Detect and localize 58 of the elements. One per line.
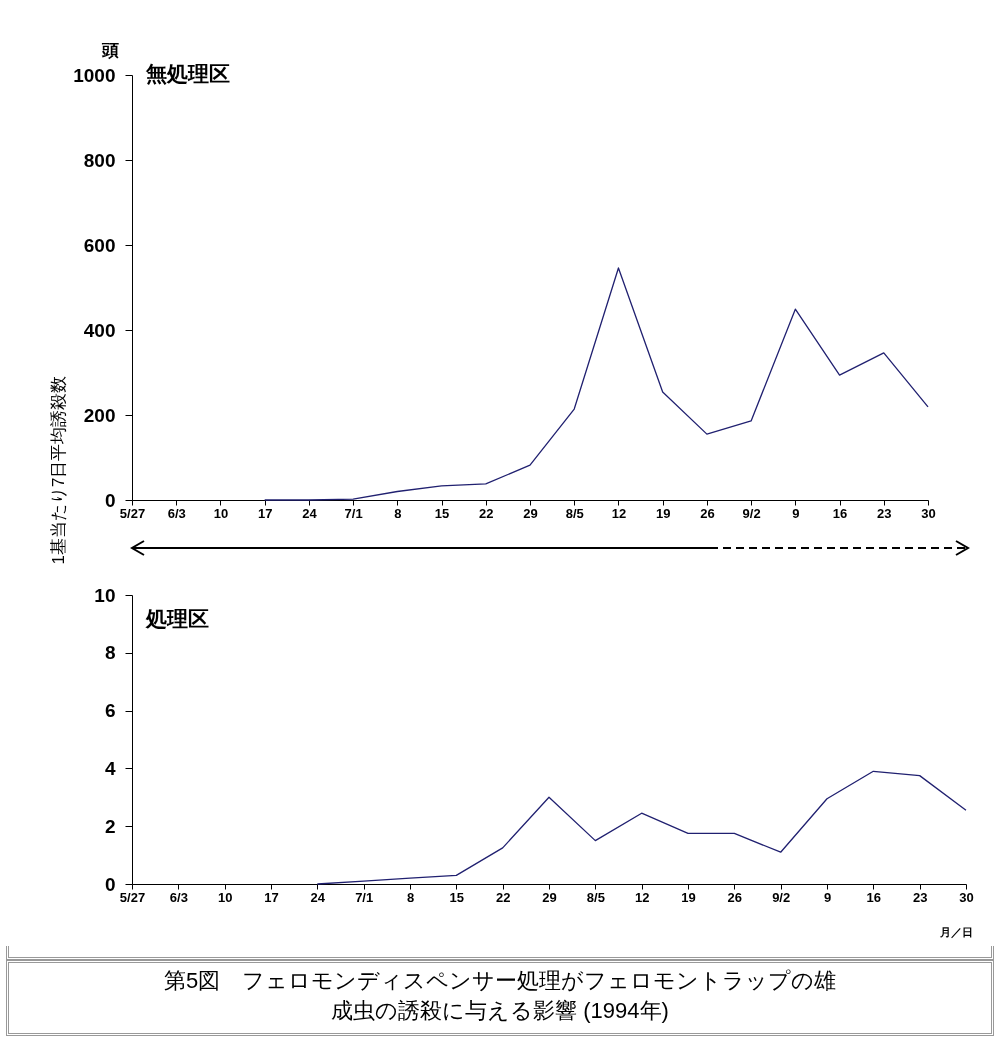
x-tick-label: 22	[479, 505, 494, 521]
x-tick-label: 5/27	[119, 889, 146, 905]
text: 頭	[100, 40, 119, 60]
y-tick-label: 600	[83, 234, 116, 256]
x-tick-label: 29	[542, 889, 557, 905]
y-tick-label: 4	[104, 757, 116, 779]
x-tick-label: 17	[257, 505, 273, 521]
text: 処理区	[145, 607, 209, 630]
x-tick-label: 9/2	[742, 505, 761, 521]
x-tick-label: 8/5	[565, 505, 584, 521]
y-tick-label: 8	[104, 642, 116, 664]
y-tick-label: 1000	[73, 64, 116, 86]
x-tick-label: 10	[213, 505, 229, 521]
text: 第5図 フェロモンディスペンサー処理がフェロモントラップの雄成虫の誘殺に与える影響 (1994年)	[162, 967, 838, 1025]
x-tick-label: 10	[217, 889, 233, 905]
y-tick-label: 10	[94, 584, 116, 606]
x-tick-label: 9	[823, 889, 832, 905]
x-tick-label: 6/3	[169, 889, 188, 905]
x-tick-label: 30	[921, 505, 936, 521]
y-tick-label: 0	[104, 873, 116, 895]
line-series	[264, 267, 929, 501]
x-tick-label: 24	[310, 889, 326, 905]
x-tick-label: 30	[959, 889, 974, 905]
y-tick-label: 0	[104, 489, 116, 511]
y-tick-label: 400	[83, 319, 116, 341]
x-tick-label: 8	[394, 505, 402, 521]
x-tick-label: 7/1	[344, 505, 363, 521]
line-series	[316, 770, 967, 885]
chart-title: 無処理区	[145, 62, 230, 85]
x-tick-label: 19	[655, 505, 671, 521]
x-tick-label: 6/3	[167, 505, 186, 521]
x-tick-label: 23	[912, 889, 928, 905]
x-tick-label: 9/2	[772, 889, 791, 905]
x-tick-label: 29	[523, 505, 538, 521]
x-tick-label: 7/1	[355, 889, 374, 905]
y-tick-label: 800	[83, 149, 116, 171]
y-tick-label: 2	[104, 815, 116, 837]
y-tick-label: 6	[104, 700, 116, 722]
y-tick-label: 200	[83, 404, 116, 426]
x-tick-label: 8/5	[586, 889, 605, 905]
x-tick-label: 12	[634, 889, 650, 905]
x-tick-label: 9	[792, 505, 800, 521]
x-tick-label: 26	[727, 889, 743, 905]
x-tick-label: 15	[449, 889, 465, 905]
x-tick-label: 22	[495, 889, 511, 905]
x-tick-label: 17	[264, 889, 279, 905]
x-tick-label: 15	[434, 505, 450, 521]
x-tick-label: 19	[681, 889, 696, 905]
x-tick-label: 16	[866, 889, 882, 905]
x-tick-label: 26	[700, 505, 715, 521]
x-tick-label: 16	[832, 505, 848, 521]
x-axis-title: 月／日	[938, 925, 973, 939]
x-tick-label: 23	[877, 505, 892, 521]
x-tick-label: 24	[302, 505, 318, 521]
x-tick-label: 12	[611, 505, 627, 521]
y-axis-title: 1基当たり7日平均誘殺数	[47, 375, 69, 565]
x-tick-label: 8	[406, 889, 415, 905]
x-tick-label: 5/27	[119, 505, 146, 521]
